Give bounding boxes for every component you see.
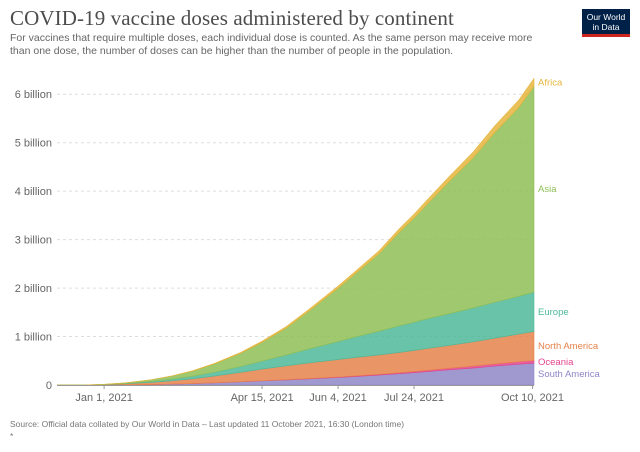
footnote: *: [10, 431, 14, 441]
y-tick-label: 4 billion: [15, 186, 52, 198]
x-tick-label: Apr 15, 2021: [231, 392, 294, 404]
logo-line-2: in Data: [592, 21, 620, 32]
y-tick-label: 6 billion: [15, 89, 52, 101]
y-tick-label: 5 billion: [15, 138, 52, 150]
x-tick-label: Jul 24, 2021: [384, 392, 444, 404]
y-tick-label: 2 billion: [15, 283, 52, 295]
series-labels: Africa Asia Europe North America OceaniaSout…: [538, 77, 600, 380]
x-tick-label: Oct 10, 2021: [501, 392, 564, 404]
series-label-south-america: South America: [538, 369, 600, 380]
axes: 0 1 billion 2 billion 3 billion 4 billion 5 b…: [15, 89, 564, 404]
chart-subtitle: For vaccines that require multiple doses…: [10, 32, 533, 57]
logo-accent-bar: [582, 34, 630, 37]
series-label-asia: Asia: [538, 184, 557, 195]
y-tick-label: 0: [46, 380, 52, 392]
owid-logo[interactable]: Our World in Data: [582, 9, 630, 37]
x-tick-label: Jun 4, 2021: [309, 392, 367, 404]
series-label-north-america: North America: [538, 341, 599, 352]
series-areas: [56, 77, 535, 386]
chart-title: COVID-19 vaccine doses administered by c…: [10, 6, 454, 30]
logo-line-1: Our World: [586, 12, 626, 22]
area-africa[interactable]: [56, 77, 535, 386]
series-label-oceania: Oceania: [538, 357, 574, 368]
series-label-africa: Africa: [538, 77, 563, 88]
source-note: Source: Official data collated by Our Wo…: [10, 419, 405, 429]
x-tick-label: Jan 1, 2021: [75, 392, 133, 404]
series-label-europe: Europe: [538, 307, 569, 318]
y-tick-label: 1 billion: [15, 332, 52, 344]
y-tick-label: 3 billion: [15, 235, 52, 247]
